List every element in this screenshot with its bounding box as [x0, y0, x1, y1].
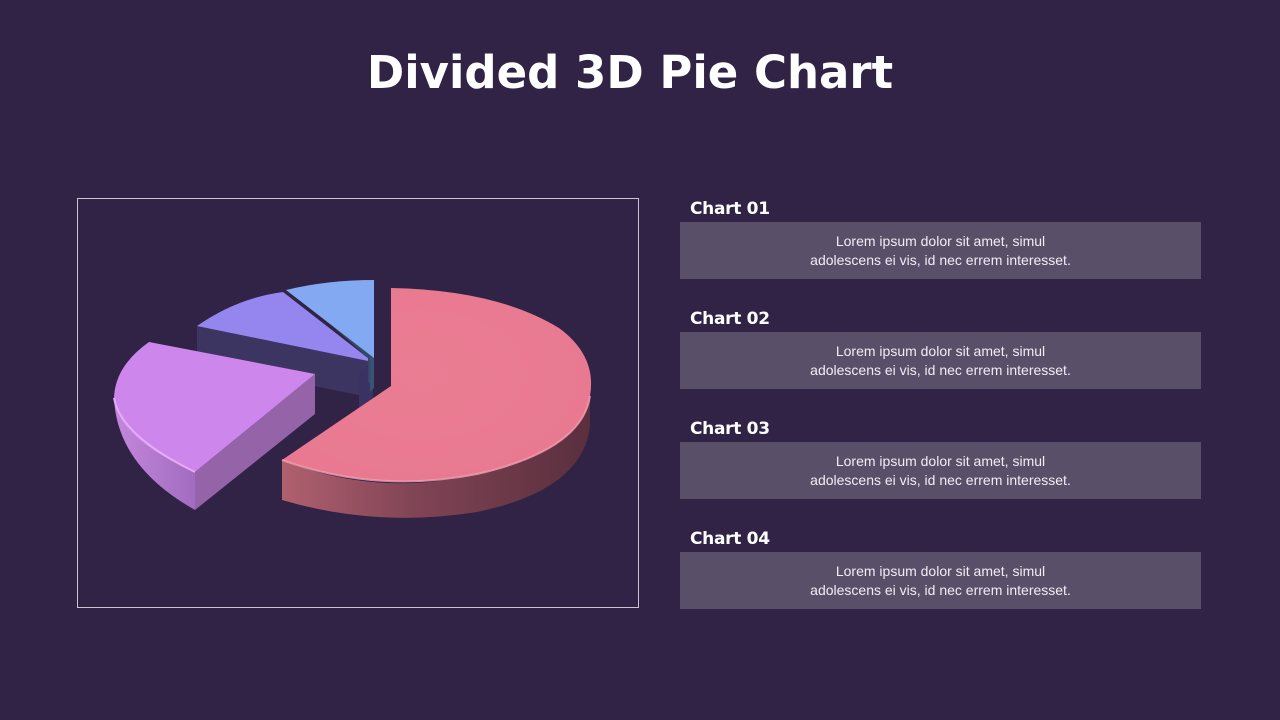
- chart-item-label: Chart 01: [690, 199, 770, 219]
- description-line: adolescens ei vis, id nec errem interess…: [810, 251, 1071, 268]
- pie-slice-blue[interactable]: [286, 280, 374, 392]
- chart-item-description: Lorem ipsum dolor sit amet, simul adoles…: [680, 332, 1201, 389]
- chart-item-label: Chart 03: [690, 419, 770, 439]
- page-title: Divided 3D Pie Chart: [366, 46, 894, 99]
- chart-item-description: Lorem ipsum dolor sit amet, simul adoles…: [680, 222, 1201, 279]
- chart-item-description: Lorem ipsum dolor sit amet, simul adoles…: [680, 442, 1201, 499]
- description-line: Lorem ipsum dolor sit amet, simul: [835, 342, 1046, 359]
- description-line: Lorem ipsum dolor sit amet, simul: [835, 562, 1046, 579]
- pie-slice-indigo[interactable]: [197, 292, 373, 408]
- chart-item-description: Lorem ipsum dolor sit amet, simul adoles…: [680, 552, 1201, 609]
- pie-chart-3d: [113, 280, 592, 518]
- chart-item-label: Chart 04: [690, 529, 770, 549]
- description-line: adolescens ei vis, id nec errem interess…: [810, 361, 1071, 378]
- chart-item-label: Chart 02: [690, 309, 770, 329]
- description-line: adolescens ei vis, id nec errem interess…: [810, 581, 1071, 598]
- description-line: Lorem ipsum dolor sit amet, simul: [835, 452, 1046, 469]
- pie-slice-pink[interactable]: [281, 288, 592, 518]
- description-line: Lorem ipsum dolor sit amet, simul: [835, 232, 1046, 249]
- description-line: adolescens ei vis, id nec errem interess…: [810, 471, 1071, 488]
- pie-slice-violet[interactable]: [113, 342, 315, 510]
- chart-frame: [77, 198, 639, 608]
